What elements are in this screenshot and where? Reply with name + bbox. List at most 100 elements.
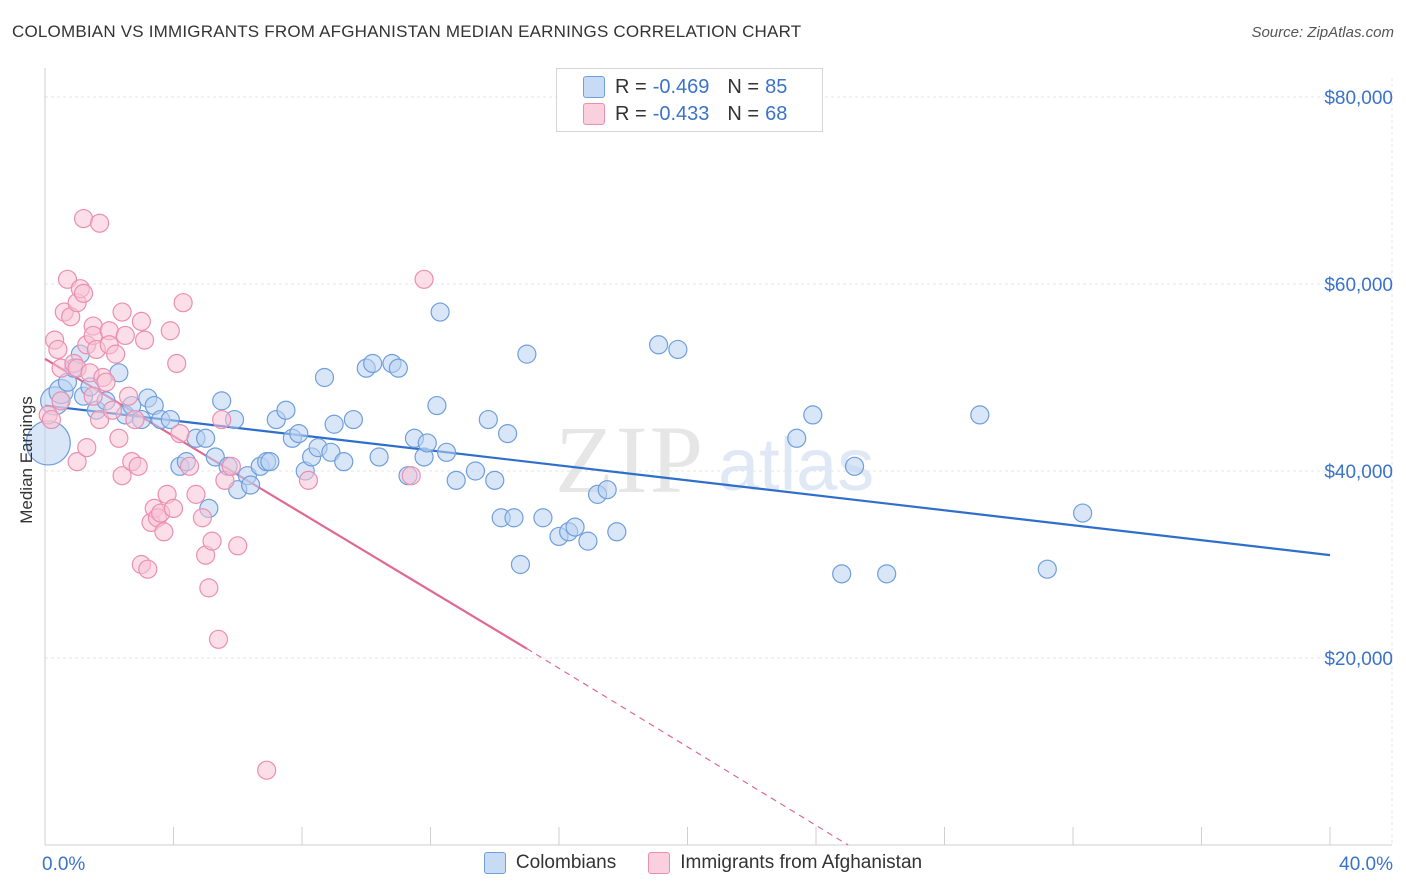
point-colombians [510, 554, 531, 575]
point-afghanistan [90, 213, 110, 233]
point-afghanistan [131, 311, 151, 331]
point-afghanistan [128, 456, 148, 476]
legend-item-colombians: Colombians [483, 852, 617, 874]
legend-label-colombians: Colombians [515, 852, 617, 873]
point-colombians [260, 452, 280, 472]
point-colombians [485, 470, 505, 490]
point-afghanistan [138, 559, 158, 579]
point-afghanistan [96, 372, 116, 392]
point-afghanistan [154, 522, 174, 542]
point-colombians [276, 400, 296, 420]
point-colombians [363, 353, 383, 374]
point-afghanistan [199, 578, 219, 598]
point-afghanistan [202, 531, 222, 551]
point-colombians [196, 428, 216, 448]
point-afghanistan [41, 409, 62, 430]
points-colombians [25, 302, 1093, 584]
legend-r-value: -0.433 [652, 102, 710, 125]
legend-n-value: 68 [765, 102, 788, 125]
point-colombians [205, 447, 225, 467]
point-afghanistan [57, 269, 78, 289]
point-afghanistan [134, 330, 155, 350]
point-colombians [417, 433, 437, 453]
point-colombians [160, 409, 180, 430]
point-afghanistan [167, 353, 187, 374]
point-afghanistan [67, 452, 87, 472]
point-afghanistan [173, 293, 193, 313]
point-afghanistan [73, 283, 94, 303]
point-colombians [877, 564, 897, 584]
point-afghanistan [77, 438, 97, 458]
point-afghanistan [112, 302, 132, 322]
legend-n-value: 85 [765, 75, 788, 98]
legend-n-label: N = [727, 102, 760, 125]
point-colombians [334, 452, 354, 472]
legend-swatch-blue [483, 852, 506, 874]
legend-r-value: -0.469 [652, 75, 710, 98]
watermark-zip: ZIP [555, 406, 705, 513]
legend-r-label: R = [615, 102, 647, 125]
point-afghanistan [109, 428, 129, 448]
x-tick-labels: 0.0% 40.0% [42, 854, 1393, 875]
point-afghanistan [401, 466, 421, 486]
point-colombians [369, 447, 389, 467]
point-afghanistan [192, 508, 213, 528]
legend-row-afghanistan: R = -0.433 N = 68 [583, 101, 787, 127]
point-colombians [498, 424, 518, 444]
points-afghanistan [38, 208, 434, 780]
point-colombians [578, 531, 598, 551]
stats-legend: R = -0.469 N = 85 R = -0.433 N = 68 [556, 68, 823, 132]
legend-swatch-pink [648, 852, 671, 874]
point-colombians [597, 480, 617, 500]
point-colombians [321, 442, 341, 462]
y-axis-label: Median Earnings [17, 396, 36, 524]
point-afghanistan [221, 456, 241, 476]
point-colombians [436, 442, 457, 462]
point-colombians [465, 461, 486, 481]
point-afghanistan [106, 344, 126, 364]
point-afghanistan [112, 466, 132, 486]
point-colombians [1037, 559, 1057, 579]
y-tick-label: $20,000 [1324, 649, 1393, 670]
y-tick-label: $80,000 [1324, 88, 1393, 109]
trend-afghanistan-dashed [526, 648, 849, 846]
legend-label-afghanistan: Immigrants from Afghanistan [680, 852, 923, 873]
legend-swatch-pink [583, 103, 605, 125]
point-colombians [787, 428, 807, 448]
point-colombians [446, 470, 466, 490]
point-afghanistan [212, 409, 232, 430]
point-colombians [970, 405, 990, 425]
source-label: Source: ZipAtlas.com [1251, 24, 1394, 41]
legend-n-label: N = [727, 75, 760, 98]
point-colombians [212, 391, 232, 411]
point-afghanistan [257, 760, 277, 780]
y-tick-labels: $20,000 $40,000 $60,000 $80,000 [1324, 88, 1393, 670]
point-colombians [324, 414, 344, 434]
point-afghanistan [208, 629, 229, 649]
legend-swatch-blue [583, 76, 605, 98]
point-colombians [533, 508, 553, 528]
x-tick-label-max: 40.0% [1339, 854, 1393, 875]
point-colombians [668, 339, 688, 360]
point-colombians [478, 409, 498, 430]
y-tick-label: $40,000 [1324, 462, 1393, 483]
point-colombians [844, 456, 865, 476]
legend-row-colombians: R = -0.469 N = 85 [583, 74, 787, 100]
point-afghanistan [298, 470, 319, 490]
point-colombians [803, 405, 823, 425]
point-afghanistan [186, 484, 206, 504]
trend-line-colombians [44, 404, 1331, 557]
point-colombians [427, 395, 447, 416]
point-afghanistan [102, 400, 123, 420]
point-colombians [565, 517, 585, 537]
point-afghanistan [51, 391, 71, 411]
legend-r-label: R = [615, 75, 647, 98]
point-colombians [517, 344, 537, 364]
series-legend: Colombians Immigrants from Afghanistan [0, 852, 1406, 874]
point-colombians [241, 475, 261, 495]
point-afghanistan [170, 424, 190, 444]
point-colombians [607, 522, 627, 542]
point-afghanistan [90, 409, 110, 430]
x-tick-label-min: 0.0% [42, 854, 85, 875]
point-afghanistan [125, 409, 145, 430]
